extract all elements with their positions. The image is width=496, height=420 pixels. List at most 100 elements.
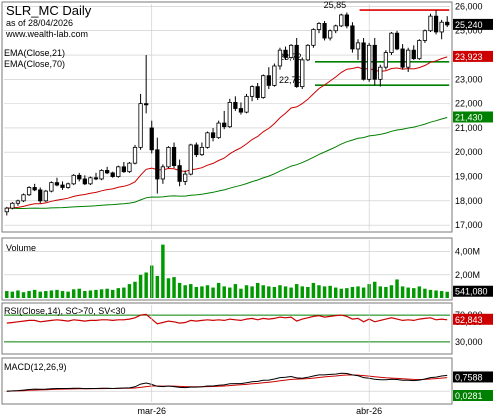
candle-up (99, 170, 104, 180)
candle-up (367, 44, 372, 80)
volume-bar (38, 291, 42, 298)
candle-up (132, 146, 138, 164)
volume-bar (445, 291, 449, 298)
ema21-legend: EMA(Close,21) (4, 48, 65, 58)
volume-bar (105, 288, 109, 298)
volume-bar (88, 290, 93, 298)
candle-down (155, 149, 160, 180)
candle-up (333, 25, 338, 32)
price-tick-label: 22,000 (455, 99, 483, 109)
volume-bar (239, 288, 243, 298)
volume-bar (161, 244, 165, 298)
volume-title: Volume (6, 243, 36, 253)
candle-up (328, 30, 333, 39)
volume-bar (138, 274, 143, 298)
volume-bar (60, 291, 65, 298)
volume-bar (272, 286, 277, 298)
volume-bar (222, 286, 226, 298)
volume-bar (127, 284, 132, 298)
ema70-tag-box (453, 111, 493, 123)
candle-up (277, 49, 283, 67)
volume-bar (233, 284, 238, 298)
candle-up (10, 202, 15, 209)
price-tick-label: 17,000 (455, 220, 483, 230)
candle-down (121, 166, 126, 173)
volume-bar (211, 287, 215, 298)
price-gridlines (4, 4, 450, 230)
volume-bar (49, 290, 54, 298)
date-axis: mar-26 abr-26 (137, 240, 382, 416)
price-tick-label: 23,000 (455, 74, 483, 84)
rsi-tick-label: 30,000 (455, 337, 483, 347)
price-tick-label: 21,000 (455, 123, 483, 133)
candle-down (38, 189, 43, 202)
rsi-last-tag: 62,843 (455, 315, 483, 325)
candle-up (439, 21, 444, 33)
volume-bar (406, 287, 410, 298)
candle-up (166, 146, 171, 168)
candle-up (199, 146, 205, 156)
volume-bar (378, 286, 383, 298)
chart-title: SLR_MC Daily (6, 3, 92, 18)
price-tick-label: 26,000 (455, 1, 483, 11)
volume-bar (116, 288, 121, 298)
volume-bar (267, 286, 271, 298)
date-label: mar-26 (137, 406, 166, 416)
volume-bar (44, 291, 48, 298)
candle-up (116, 166, 121, 177)
volume-bar (77, 288, 81, 298)
volume-bar (94, 289, 98, 298)
candle-up (227, 102, 232, 128)
volume-bar (322, 286, 327, 298)
volume-bar (27, 291, 31, 298)
macd-line (6, 372, 448, 392)
price-tick-label: 19,000 (455, 172, 483, 182)
volume-bar (216, 282, 221, 298)
candle-down (54, 182, 60, 186)
candle-up (65, 183, 71, 188)
candle-up (305, 44, 310, 61)
candle-up (249, 86, 255, 97)
volume-bar (439, 291, 444, 298)
candle-down (77, 174, 82, 180)
volume-last-tag: 541,080 (455, 287, 488, 297)
candle-up (188, 144, 193, 175)
candle-up (355, 42, 361, 50)
candle-up (311, 29, 316, 46)
candle-up (316, 23, 322, 30)
rsi-gridlines (4, 314, 450, 343)
macd-last-tag-box (453, 371, 493, 383)
candle-down (233, 102, 238, 109)
candle-down (283, 49, 288, 58)
candle-down (194, 144, 199, 156)
volume-bar (228, 287, 232, 298)
volume-tick-label: 4,00M (455, 247, 480, 257)
as-of-date: as of 28/04/2026 (6, 18, 73, 28)
candle-down (177, 165, 182, 182)
volume-bar (345, 288, 349, 298)
candle-down (350, 25, 355, 50)
candle-down (372, 44, 377, 80)
candle-down (255, 86, 260, 98)
ema70-legend: EMA(Close,70) (4, 59, 65, 69)
resistance-label: 25,85 (324, 0, 347, 10)
volume-bar (177, 282, 182, 298)
volume-bar (133, 281, 137, 298)
volume-bar (412, 288, 416, 298)
candle-down (394, 32, 400, 50)
volume-gridlines (4, 251, 450, 276)
candle-up (26, 187, 32, 196)
ema70-line (6, 117, 448, 209)
candle-down (238, 108, 244, 113)
volume-bar (71, 289, 76, 298)
price-tick-label: 20,000 (455, 147, 483, 157)
volume-bar (5, 291, 9, 298)
candle-up (389, 32, 394, 54)
candle-up (261, 75, 266, 98)
volume-bar (32, 289, 37, 298)
volume-bar (261, 285, 265, 298)
candle-down (400, 48, 405, 68)
candle-down (222, 122, 227, 128)
